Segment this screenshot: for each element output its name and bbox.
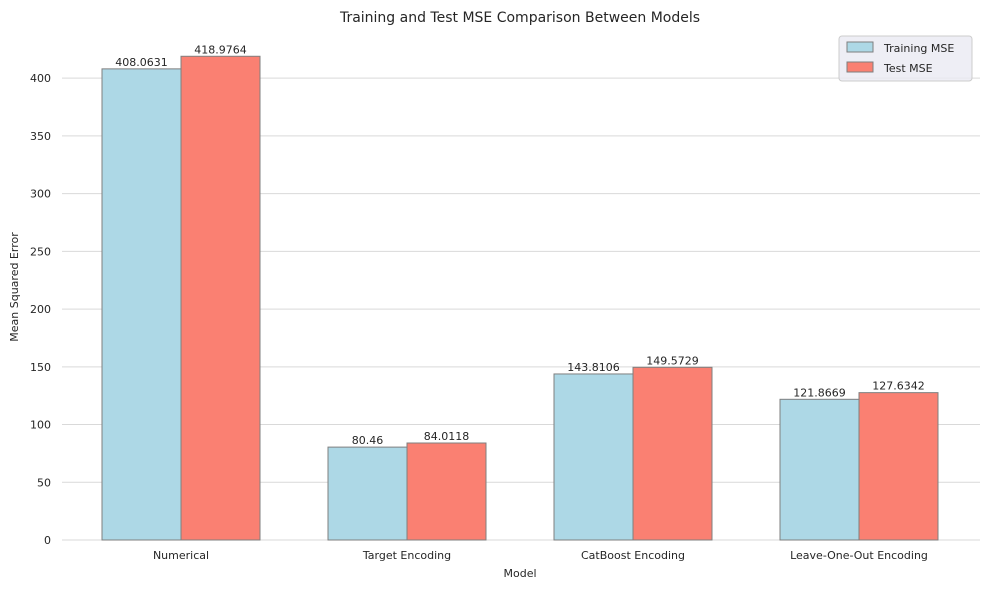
- bar-test: [406, 442, 487, 541]
- legend-label-training: Training MSE: [883, 42, 954, 55]
- y-tick-label: 150: [30, 361, 51, 374]
- y-tick-label: 350: [30, 130, 51, 143]
- legend-swatch-training: [846, 41, 874, 53]
- bar-training: [779, 398, 860, 541]
- x-axis-label: Model: [503, 567, 536, 580]
- y-tick-label: 400: [30, 72, 51, 85]
- data-label: 418.9764: [194, 43, 247, 56]
- data-label: 149.5729: [646, 354, 699, 367]
- legend-label-test: Test MSE: [883, 62, 933, 75]
- bar-test: [180, 55, 261, 541]
- data-label: 84.0118: [424, 430, 470, 443]
- legend: Training MSE Test MSE: [838, 35, 973, 82]
- y-tick-label: 200: [30, 303, 51, 316]
- x-tick-label: Target Encoding: [362, 549, 451, 562]
- bar-test: [632, 366, 713, 541]
- data-label: 80.46: [352, 434, 384, 447]
- y-tick-label: 100: [30, 419, 51, 432]
- chart-title: Training and Test MSE Comparison Between…: [339, 10, 700, 26]
- y-axis-ticks: 0 50 100 150 200 250 300 350 400: [30, 72, 51, 547]
- legend-swatch-test: [846, 61, 874, 73]
- x-tick-label: CatBoost Encoding: [581, 549, 685, 562]
- x-axis-ticks: Numerical Target Encoding CatBoost Encodin…: [153, 549, 928, 562]
- x-tick-label: Leave-One-Out Encoding: [790, 549, 928, 562]
- y-tick-label: 250: [30, 245, 51, 258]
- y-tick-label: 0: [44, 534, 51, 547]
- bar-training: [327, 446, 408, 541]
- data-label: 143.8106: [567, 361, 620, 374]
- y-tick-label: 300: [30, 188, 51, 201]
- bar-training: [553, 373, 634, 541]
- y-axis-label: Mean Squared Error: [8, 232, 21, 342]
- data-label: 408.0631: [115, 56, 168, 69]
- bar-test: [858, 392, 939, 541]
- y-tick-label: 50: [37, 476, 51, 489]
- bar-training: [101, 68, 182, 541]
- data-label: 127.6342: [872, 380, 925, 393]
- x-tick-label: Numerical: [153, 549, 209, 562]
- bars: 408.0631 418.9764 80.46 84.0118 143.8106 149.…: [101, 43, 939, 541]
- data-label: 121.8669: [793, 386, 846, 399]
